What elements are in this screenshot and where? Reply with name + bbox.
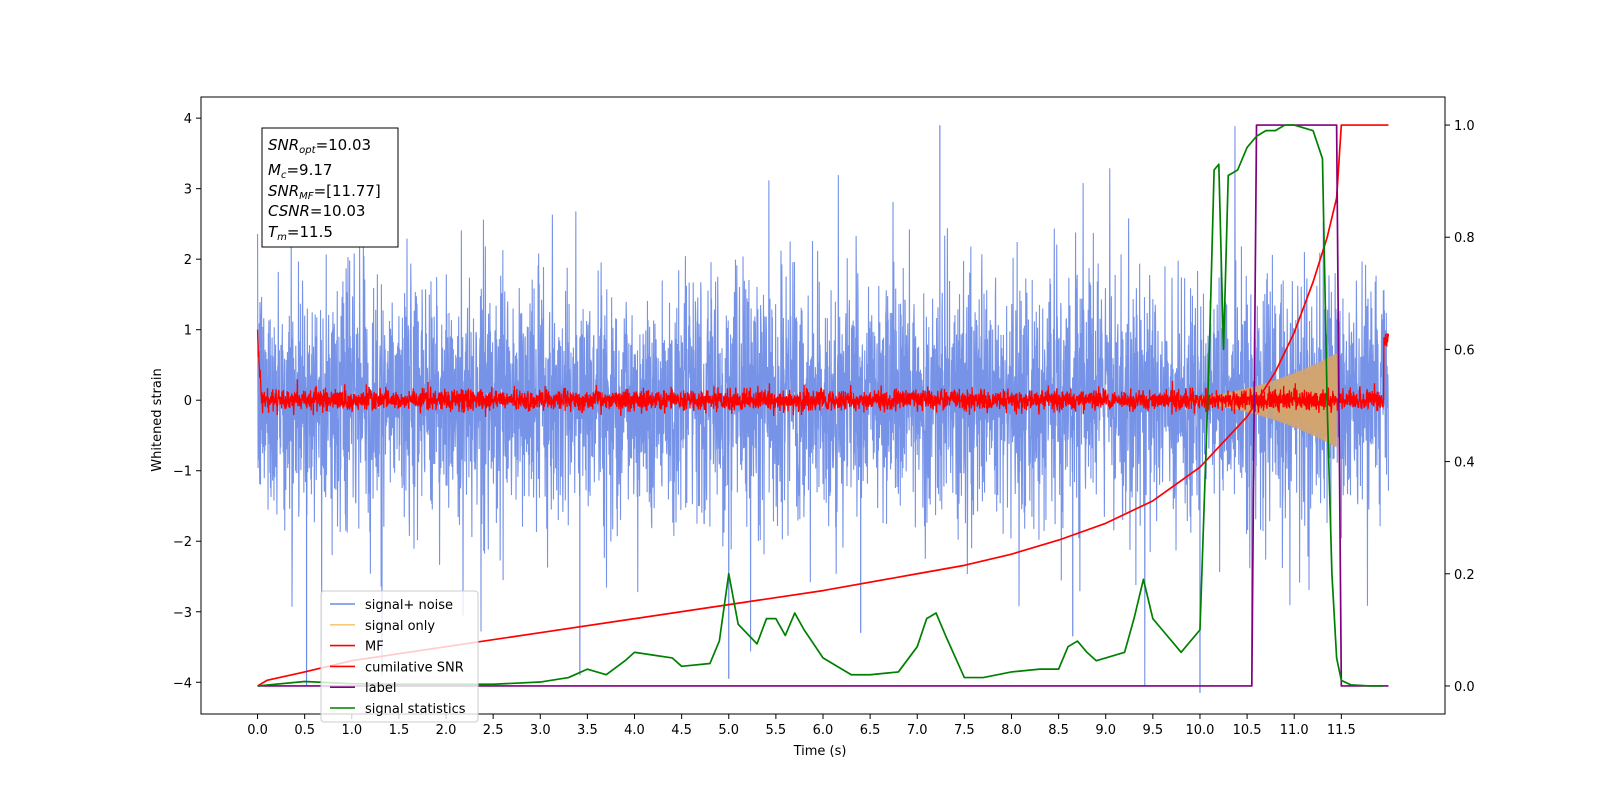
annotation-box: SNRopt=10.03 Mc=9.17 SNRMF=[11.77] CSNR=… (261, 127, 399, 248)
y-right-tick-label: 1.0 (1454, 119, 1475, 134)
annotation-snr-opt: SNRopt=10.03 (268, 136, 371, 156)
mf-series (256, 329, 1390, 418)
y-left-tick-label: −4 (173, 676, 192, 691)
y-right-tick-label: 0.6 (1454, 343, 1475, 358)
annotation-snr-mf: SNRMF=[11.77] (268, 182, 381, 202)
x-axis-label: Time (s) (793, 744, 847, 759)
x-tick-label: 5.0 (718, 723, 739, 738)
x-tick-label: 1.5 (389, 723, 410, 738)
x-tick-label: 2.5 (483, 723, 504, 738)
y-left-tick-label: −3 (173, 606, 192, 621)
x-tick-label: 0.5 (294, 723, 315, 738)
x-tick-label: 9.0 (1095, 723, 1116, 738)
x-tick-label: 10.0 (1185, 723, 1214, 738)
y-axis-label: Whitened strain (150, 368, 165, 471)
legend-label: signal+ noise (365, 598, 453, 613)
x-tick-label: 4.5 (671, 723, 692, 738)
y-right-tick-label: 0.4 (1454, 456, 1475, 471)
x-tick-label: 10.5 (1233, 723, 1262, 738)
x-tick-label: 11.0 (1280, 723, 1309, 738)
legend-label: cumilative SNR (365, 660, 464, 675)
mf-line (256, 329, 1390, 418)
plot-area (256, 124, 1390, 693)
x-axis: 0.0 0.5 1.0 1.5 2.0 2.5 3.0 3.5 4.0 4.5 5.0 5.5 6.0 6… (247, 714, 1356, 738)
x-tick-label: 3.0 (530, 723, 551, 738)
x-tick-label: 11.5 (1327, 723, 1356, 738)
x-tick-label: 0.0 (247, 723, 268, 738)
x-tick-label: 7.0 (907, 723, 928, 738)
y-left-tick-label: 4 (184, 112, 192, 127)
y-left-tick-label: 2 (184, 253, 192, 268)
y-left-tick-label: −1 (173, 465, 192, 480)
y-right-tick-label: 0.8 (1454, 231, 1475, 246)
x-tick-label: 1.0 (341, 723, 362, 738)
x-tick-label: 7.5 (954, 723, 975, 738)
legend-label: MF (365, 640, 384, 655)
legend-label: label (365, 681, 396, 696)
left-y-axis: 4 3 2 1 0 −1 −2 −3 −4 (173, 112, 201, 691)
legend-label: signal statistics (365, 702, 466, 717)
y-right-tick-label: 0.0 (1454, 680, 1475, 695)
y-left-tick-label: 3 (184, 183, 192, 198)
x-tick-label: 8.5 (1048, 723, 1069, 738)
x-tick-label: 4.0 (624, 723, 645, 738)
x-tick-label: 6.5 (860, 723, 881, 738)
signal-statistics-line (257, 124, 1384, 687)
right-y-axis: 1.0 0.8 0.6 0.4 0.2 0.0 (1445, 119, 1475, 695)
legend-label: signal only (365, 619, 435, 634)
y-left-tick-label: −2 (173, 535, 192, 550)
x-tick-label: 8.0 (1001, 723, 1022, 738)
x-tick-label: 3.5 (577, 723, 598, 738)
annotation-tm: Tm=11.5 (268, 223, 333, 243)
annotation-mc: Mc=9.17 (268, 161, 332, 181)
legend: signal+ noise signal only MF cumilative SNR… (320, 590, 479, 723)
x-tick-label: 5.5 (766, 723, 787, 738)
x-tick-label: 2.0 (436, 723, 457, 738)
x-tick-label: 6.0 (813, 723, 834, 738)
y-left-tick-label: 1 (184, 324, 192, 339)
y-left-tick-label: 0 (184, 394, 192, 409)
annotation-csnr: CSNR=10.03 (268, 202, 365, 220)
y-right-tick-label: 0.2 (1454, 568, 1475, 583)
x-tick-label: 9.5 (1143, 723, 1164, 738)
